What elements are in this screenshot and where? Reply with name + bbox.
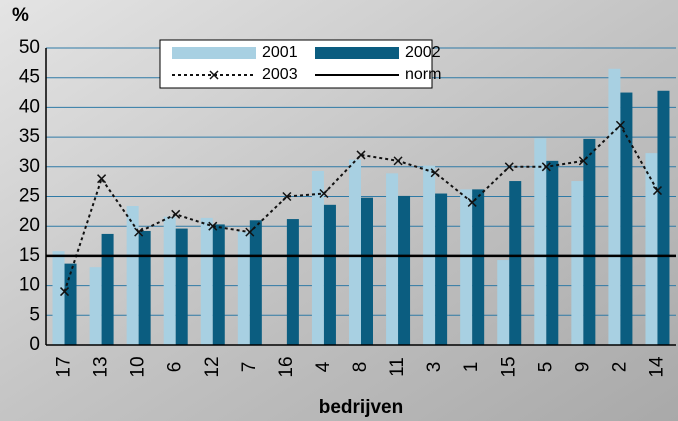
bar — [497, 260, 509, 345]
x-tick-label: 3 — [424, 362, 445, 373]
bar — [176, 229, 188, 345]
y-tick-label: 50 — [19, 37, 40, 58]
y-tick-label: 20 — [19, 215, 40, 236]
bar — [127, 206, 139, 345]
bar — [546, 161, 558, 345]
bar — [312, 171, 324, 345]
bar — [164, 217, 176, 345]
bar — [645, 153, 657, 345]
chart: % bedrijven 0510152025303540455017131061… — [0, 0, 678, 421]
bar — [139, 231, 151, 345]
bar — [435, 194, 447, 345]
y-tick-label: 0 — [29, 334, 40, 355]
bar — [65, 264, 77, 345]
x-tick-label: 6 — [165, 362, 186, 373]
bar — [657, 91, 669, 345]
y-tick-label: 10 — [19, 275, 40, 296]
bar — [287, 219, 299, 345]
x-tick-label: 12 — [202, 356, 223, 377]
y-tick-label: 45 — [19, 67, 40, 88]
x-tick-label: 7 — [239, 362, 260, 373]
bar — [201, 218, 213, 345]
bar — [324, 205, 336, 345]
x-tick-label: 11 — [387, 357, 408, 377]
bar — [53, 251, 65, 345]
legend: 2001 2002 2003 norm — [160, 40, 441, 88]
bar — [460, 189, 472, 345]
x-tick-label: 17 — [54, 356, 75, 377]
y-tick-label: 30 — [19, 156, 40, 177]
legend-label: 2002 — [405, 44, 441, 61]
legend-swatch — [172, 47, 256, 59]
bar — [250, 220, 262, 345]
bar — [213, 224, 225, 345]
y-tick-label: 35 — [19, 126, 40, 147]
bar — [90, 267, 102, 345]
bar — [583, 139, 595, 345]
bar — [509, 181, 521, 345]
x-tick-label: 13 — [91, 356, 112, 377]
bar — [472, 189, 484, 345]
bar — [608, 69, 620, 345]
y-tick-label: 25 — [19, 186, 40, 207]
x-tick-label: 16 — [276, 356, 297, 377]
x-tick-label: 8 — [350, 362, 371, 373]
y-axis-label: % — [12, 5, 29, 26]
bar — [386, 173, 398, 345]
bar — [349, 160, 361, 345]
x-tick-label: 1 — [461, 362, 482, 373]
bar — [571, 181, 583, 345]
bar — [398, 196, 410, 345]
x-tick-label: 2 — [609, 362, 630, 373]
legend-swatch — [315, 47, 399, 59]
bar — [361, 198, 373, 345]
y-tick-label: 15 — [19, 245, 40, 266]
x-tick-label: 10 — [128, 356, 149, 377]
x-tick-label: 9 — [572, 362, 593, 373]
y-tick-label: 5 — [29, 304, 40, 325]
legend-label: 2001 — [262, 44, 298, 61]
bar — [102, 234, 114, 345]
x-tick-label: 15 — [498, 356, 519, 377]
bar — [238, 232, 250, 345]
legend-label: 2003 — [262, 66, 298, 83]
x-tick-label: 4 — [313, 361, 334, 372]
y-tick-label: 40 — [19, 96, 40, 117]
x-tick-label: 14 — [646, 356, 667, 378]
x-axis-label: bedrijven — [319, 397, 403, 418]
legend-label: norm — [405, 66, 441, 83]
x-tick-label: 5 — [535, 362, 556, 373]
